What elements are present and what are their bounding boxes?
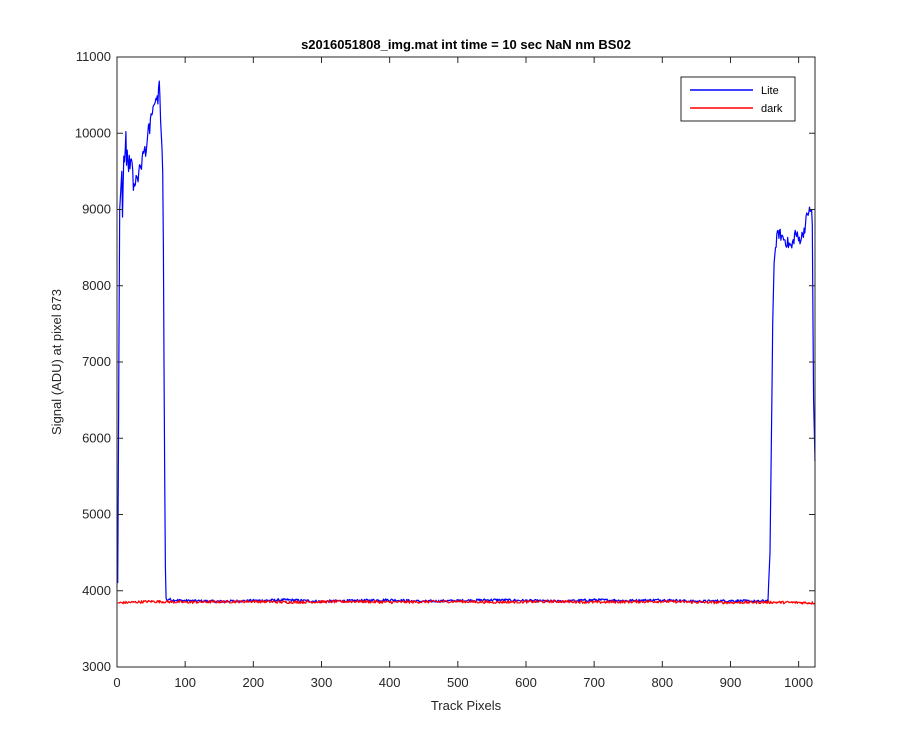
y-tick-label: 3000 [82, 659, 111, 674]
chart-title: s2016051808_img.mat int time = 10 sec Na… [301, 37, 631, 52]
y-tick-label: 9000 [82, 202, 111, 217]
x-tick-label: 100 [174, 675, 196, 690]
x-tick-label: 1000 [784, 675, 813, 690]
tick-layer: 0 100 200 300 400 500 600 700 800 900 1000 3000 4000… [75, 49, 815, 690]
y-tick-label: 10000 [75, 125, 111, 140]
x-tick-label: 800 [651, 675, 673, 690]
series-layer [117, 80, 816, 605]
y-tick-label: 6000 [82, 430, 111, 445]
legend: Lite dark [680, 76, 796, 122]
legend-lite-label: Lite [761, 85, 779, 97]
x-tick-label: 700 [583, 675, 605, 690]
x-tick-label: 0 [113, 675, 120, 690]
y-tick-label: 8000 [82, 278, 111, 293]
x-tick-label: 900 [720, 675, 742, 690]
plot-background [117, 57, 815, 667]
x-tick-label: 400 [379, 675, 401, 690]
legend-dark-label: dark [761, 103, 783, 115]
y-tick-label: 4000 [82, 583, 111, 598]
x-tick-label: 500 [447, 675, 469, 690]
y-tick-label: 7000 [82, 354, 111, 369]
x-tick-label: 200 [242, 675, 264, 690]
x-axis-label: Track Pixels [431, 698, 502, 713]
series-line-dark [117, 599, 816, 605]
legend-box [680, 76, 796, 122]
y-tick-label: 5000 [82, 507, 111, 522]
x-tick-label: 300 [311, 675, 333, 690]
x-tick-label: 600 [515, 675, 537, 690]
y-tick-label: 11000 [76, 49, 111, 64]
y-axis-label: Signal (ADU) at pixel 873 [49, 289, 64, 435]
